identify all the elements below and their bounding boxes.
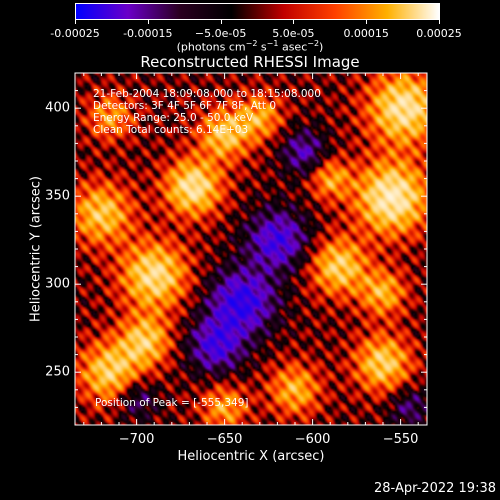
annotation-peak-position: Position of Peak = [-555,349]: [95, 397, 249, 409]
heatmap-image: [75, 73, 427, 425]
colorbar-tick-mark: [293, 20, 295, 24]
colorbar-tick-mark: [75, 20, 76, 24]
annotation-detectors: Detectors: 3F 4F 5F 6F 7F 8F, Att 0: [93, 100, 277, 112]
y-tick-label: 300: [45, 276, 70, 292]
y-tick-label: 350: [45, 188, 70, 204]
x-tick-label: −550: [382, 432, 419, 447]
colorbar-tick-label: 0.00025: [416, 27, 462, 40]
y-tick-label: 250: [45, 364, 70, 380]
annotation-clean-counts: Clean Total counts: 6.14E+03: [93, 124, 249, 136]
annotation-time-range: 21-Feb-2004 18:09:08.000 to 18:15:08.000: [93, 88, 321, 100]
x-tick-label: −700: [118, 432, 155, 447]
x-tick-label: −600: [294, 432, 331, 447]
chart-title: Reconstructed RHESSI Image: [140, 53, 360, 71]
colorbar-unit-label: (photons cm−2 s−1 asec−2): [176, 39, 324, 54]
x-axis-label: Heliocentric X (arcsec): [177, 449, 325, 464]
colorbar-tick-label: 5.0e-05: [272, 27, 315, 40]
colorbar-tick-label: -0.00015: [123, 27, 173, 40]
annotation-energy-range: Energy Range: 25.0 - 50.0 keV: [93, 112, 254, 124]
colorbar-tick-mark: [366, 20, 368, 24]
colorbar-tick-label: -0.00025: [50, 27, 100, 40]
colorbar-tick-mark: [220, 20, 222, 24]
y-axis-label: Heliocentric Y (arcsec): [28, 176, 44, 322]
timestamp: 28-Apr-2022 19:38: [374, 481, 496, 496]
colorbar-tick-label: 0.00015: [343, 27, 389, 40]
x-tick-label: −650: [206, 432, 243, 447]
colorbar-tick-mark: [439, 20, 440, 24]
colorbar: [75, 3, 440, 20]
colorbar-tick-label: −5.0e-05: [194, 27, 247, 40]
colorbar-tick-mark: [147, 20, 149, 24]
y-tick-label: 400: [45, 100, 70, 116]
